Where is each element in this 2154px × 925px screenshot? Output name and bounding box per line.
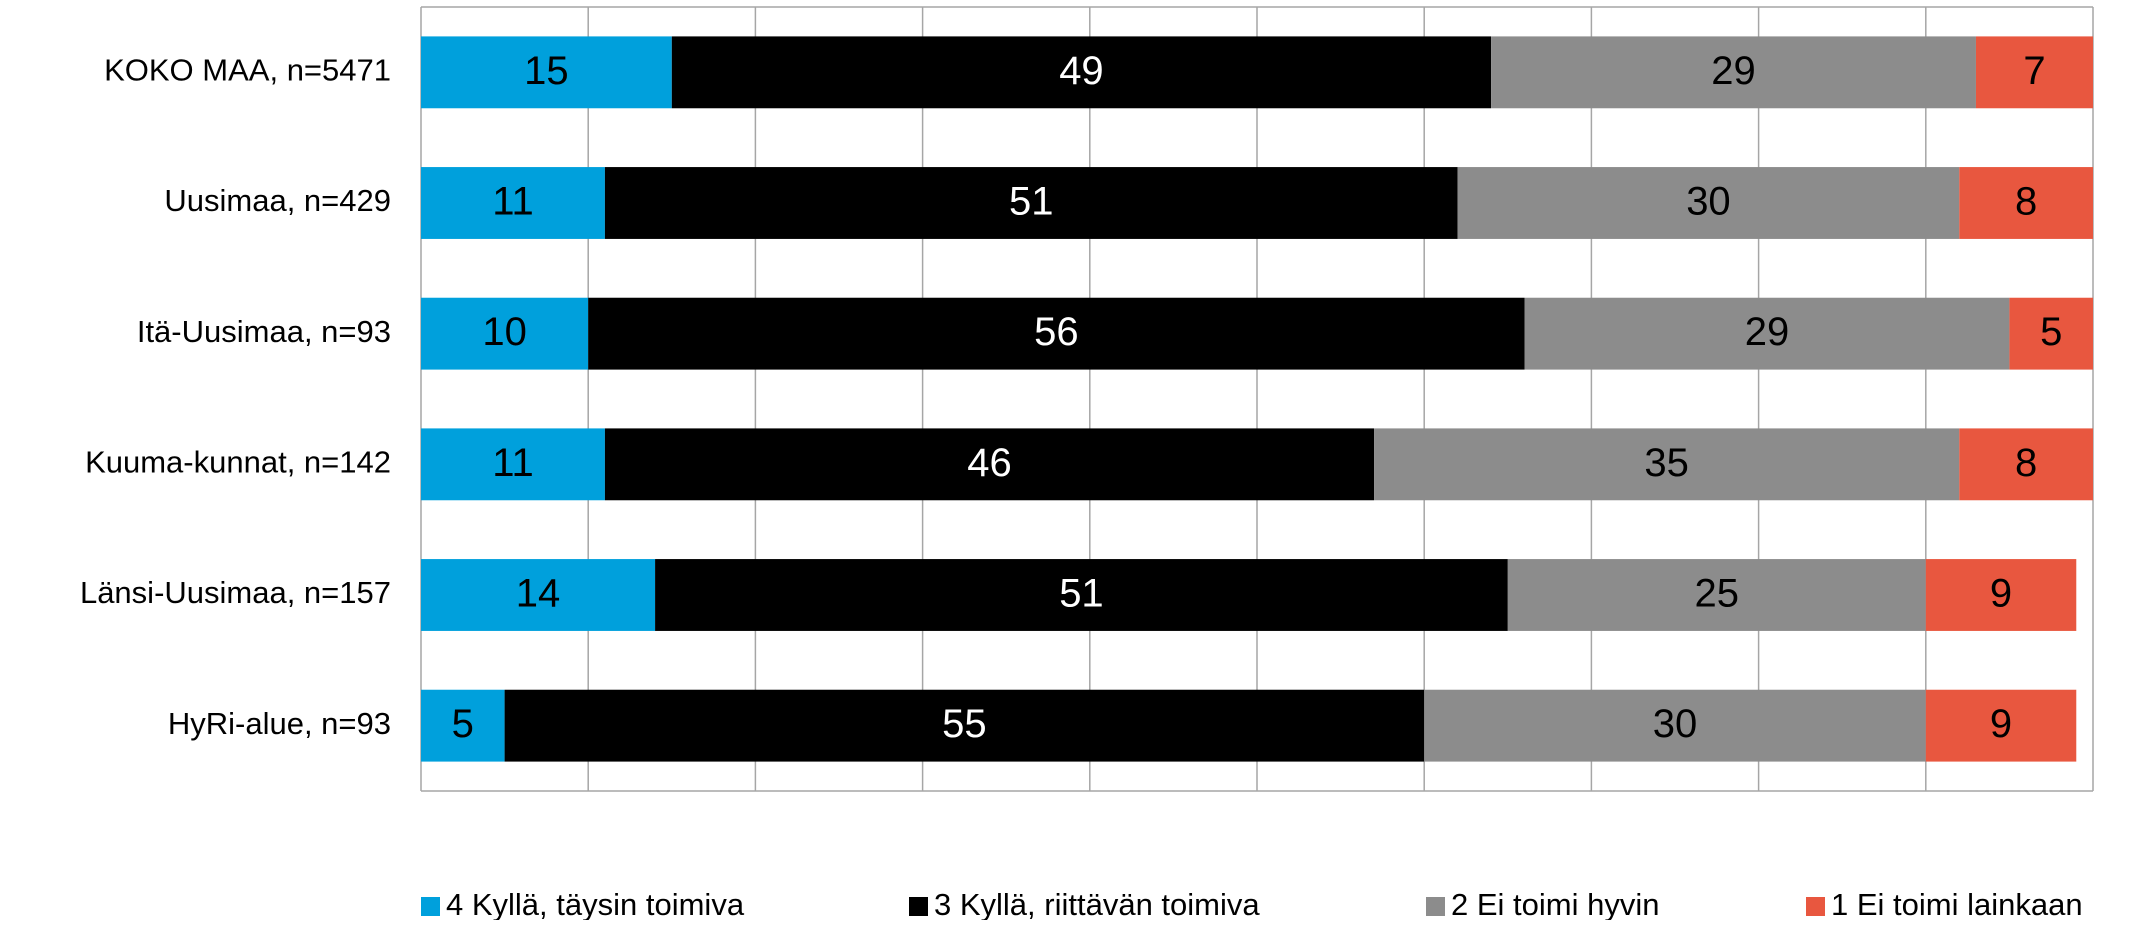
bar-segment (1507, 559, 1926, 631)
data-label: 15 (524, 49, 569, 93)
bar-segment (421, 559, 656, 631)
data-label: 5 (2040, 310, 2062, 354)
bar-segment (1925, 559, 2077, 631)
bar-segment (588, 297, 1525, 370)
data-label: 56 (1034, 310, 1079, 354)
data-label: 25 (1695, 572, 1740, 616)
data-label: 5 (452, 702, 474, 746)
legend-label: 4 Kyllä, täysin toimiva (446, 887, 745, 920)
data-label: 51 (1059, 572, 1104, 616)
data-label: 11 (492, 180, 534, 224)
data-label: 8 (2015, 180, 2037, 224)
legend-swatch (1426, 897, 1445, 916)
data-label: 49 (1059, 49, 1104, 93)
bar-segment (421, 689, 505, 762)
data-label: 46 (967, 441, 1012, 485)
data-label: 30 (1686, 180, 1731, 224)
data-label: 55 (942, 702, 987, 746)
bar-segment (421, 167, 605, 239)
bar-segment (421, 428, 605, 501)
data-label: 14 (516, 572, 561, 616)
data-label: 51 (1009, 180, 1054, 224)
bar-segment (1424, 689, 1926, 762)
bar-segment (604, 167, 1458, 239)
legend-label: 3 Kyllä, riittävän toimiva (934, 887, 1260, 920)
data-label: 29 (1745, 310, 1790, 354)
legend-swatch (421, 897, 440, 916)
y-tick-label: KOKO MAA, n=5471 (104, 53, 391, 88)
bar-segment (421, 36, 672, 109)
bar-segment (671, 36, 1492, 109)
y-tick-label: HyRi-alue, n=93 (168, 706, 391, 741)
data-label: 9 (1990, 572, 2012, 616)
legend-label: 1 Ei toimi lainkaan (1831, 887, 2083, 920)
bar-segment (504, 689, 1425, 762)
legend-swatch (909, 897, 928, 916)
bar-segment (1959, 428, 2093, 501)
data-label: 9 (1990, 702, 2012, 746)
bar-segment (1959, 167, 2093, 239)
data-label: 35 (1644, 441, 1689, 485)
legend-label: 2 Ei toimi hyvin (1451, 887, 1659, 920)
y-tick-label: Länsi-Uusimaa, n=157 (80, 575, 391, 610)
y-tick-label: Kuuma-kunnat, n=142 (85, 445, 391, 480)
data-label: 30 (1653, 702, 1698, 746)
data-label: 29 (1711, 49, 1756, 93)
data-label: 10 (482, 310, 527, 354)
legend-swatch (1806, 897, 1825, 916)
y-tick-label: Uusimaa, n=429 (164, 183, 391, 218)
bar-segment (655, 559, 1508, 631)
bar-segment (1524, 297, 2010, 370)
bar-segment (2009, 297, 2093, 370)
bar-segment (604, 428, 1375, 501)
bar-segment (1374, 428, 1960, 501)
bar-segment (421, 297, 589, 370)
bar-segment (1491, 36, 1976, 109)
bar-segment (1457, 167, 1960, 239)
data-label: 7 (2023, 49, 2045, 93)
y-tick-label: Itä-Uusimaa, n=93 (137, 314, 391, 349)
bar-segment (1975, 36, 2093, 109)
data-label: 8 (2015, 441, 2037, 485)
data-label: 11 (492, 441, 534, 485)
bar-segment (1925, 689, 2077, 762)
